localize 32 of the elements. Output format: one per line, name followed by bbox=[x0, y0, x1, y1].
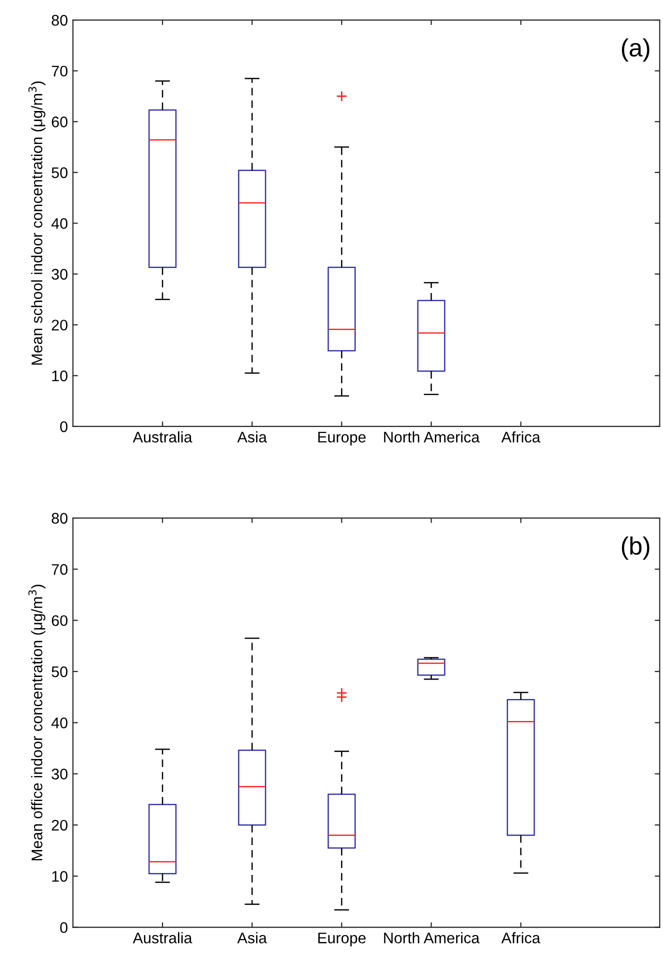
x-tick-label: Asia bbox=[237, 932, 267, 944]
y-tick-label: 80 bbox=[52, 14, 68, 26]
x-tick-label: Australia bbox=[132, 431, 192, 443]
y-tick-label: 10 bbox=[52, 370, 68, 382]
x-tick-label: Asia bbox=[237, 431, 267, 443]
y-axis-title: Mean school indoor concentration (μg/m$^{3}$) bbox=[28, 82, 46, 365]
y-tick-label: 20 bbox=[52, 820, 68, 831]
y-tick-label: 60 bbox=[52, 116, 68, 128]
text: (b) bbox=[622, 536, 650, 560]
y-tick-label: 30 bbox=[52, 768, 68, 780]
x-tick-label: Africa bbox=[501, 431, 540, 443]
x-tick-label: Europe bbox=[318, 432, 366, 446]
y-tick-label: 10 bbox=[52, 870, 68, 882]
y-tick-label: 0 bbox=[60, 421, 68, 432]
y-tick-label: 50 bbox=[52, 167, 68, 178]
y-tick-label: 40 bbox=[51, 718, 68, 728]
x-tick-label: North America bbox=[384, 932, 480, 944]
y-tick-label: 30 bbox=[52, 268, 68, 280]
y-tick-label: 50 bbox=[52, 666, 68, 678]
x-tick-label: Europe bbox=[318, 932, 366, 946]
x-tick-label: Australia bbox=[132, 932, 192, 944]
y-tick-label: 0 bbox=[60, 922, 68, 933]
text: (a) bbox=[622, 38, 650, 62]
x-tick-label: Africa bbox=[501, 932, 540, 944]
y-tick-label: 80 bbox=[52, 512, 68, 524]
y-tick-label: 70 bbox=[52, 564, 68, 575]
x-tick-label: North America bbox=[384, 431, 480, 443]
y-tick-label: 40 bbox=[51, 218, 68, 229]
y-tick-label: 60 bbox=[52, 615, 68, 626]
y-tick-label: 70 bbox=[52, 66, 68, 77]
y-axis-title: Mean office indoor concentration (μg/m$^{3}$) bbox=[28, 584, 46, 860]
y-tick-label: 20 bbox=[52, 320, 68, 331]
